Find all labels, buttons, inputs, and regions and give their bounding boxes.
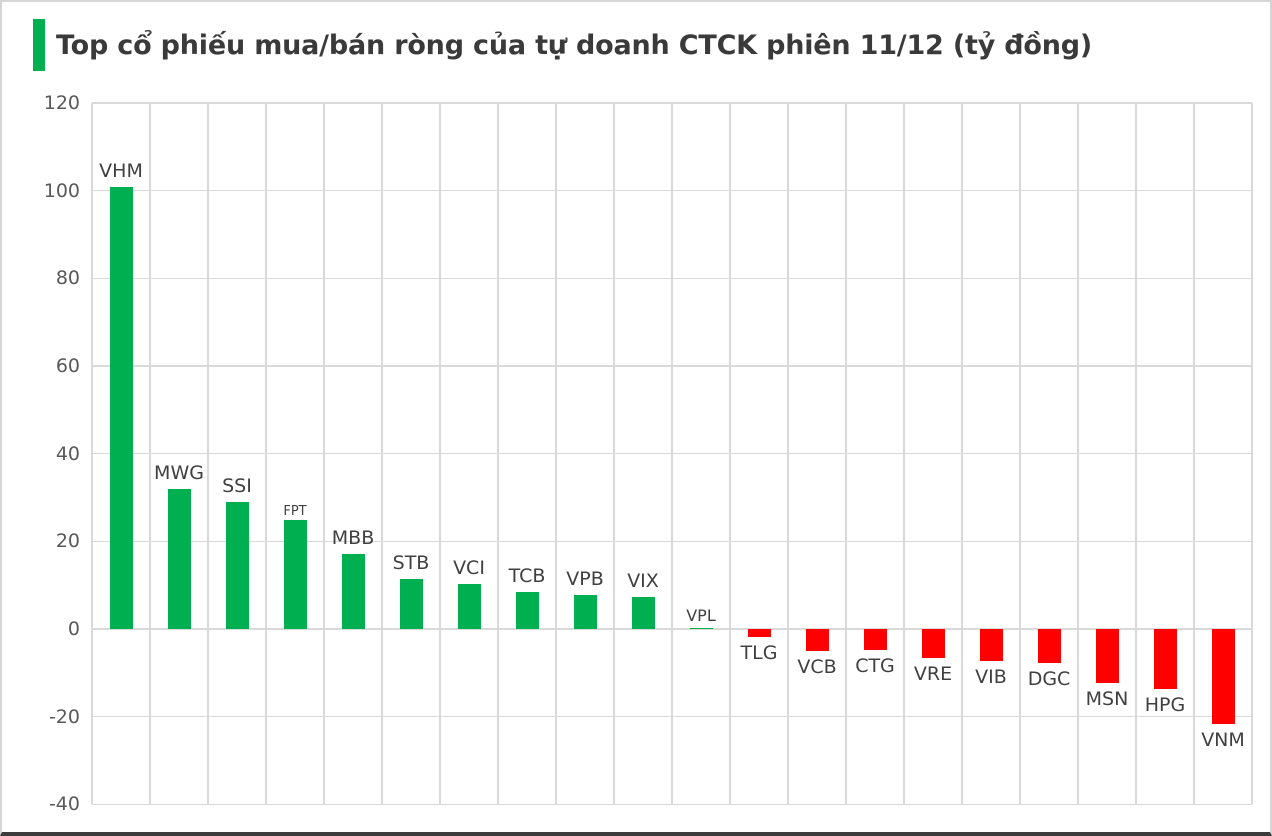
chart-title: Top cổ phiếu mua/bán ròng của tự doanh C… <box>56 29 1093 61</box>
bar-label-MWG: MWG <box>154 461 204 484</box>
bar-label-TLG: TLG <box>740 642 778 665</box>
gridline-v-17 <box>1077 103 1079 804</box>
chart-header: Top cổ phiếu mua/bán ròng của tự doanh C… <box>33 19 1092 71</box>
y-tick-label-120: 120 <box>43 92 80 115</box>
gridline-v-11 <box>729 103 731 804</box>
bar-label-TCB: TCB <box>508 565 546 588</box>
bar-VCI <box>457 583 481 629</box>
gridline-v-15 <box>961 103 963 804</box>
bar-label-DGC: DGC <box>1027 668 1071 691</box>
bar-label-VCB: VCB <box>797 655 837 678</box>
bar-TLG <box>747 629 771 638</box>
gridline-v-6 <box>439 103 441 804</box>
title-accent-bar <box>33 19 45 71</box>
bar-FPT <box>283 519 307 629</box>
bar-VIX <box>631 597 655 629</box>
bar-HPG <box>1153 629 1177 689</box>
bar-label-HPG: HPG <box>1144 693 1186 716</box>
bar-label-VRE: VRE <box>913 663 953 686</box>
bar-label-VPB: VPB <box>566 567 604 590</box>
bar-label-VHM: VHM <box>99 160 143 183</box>
bar-SSI <box>225 502 249 629</box>
gridline-v-16 <box>1019 103 1021 804</box>
y-tick-label--40: -40 <box>48 793 80 816</box>
y-tick-label-40: 40 <box>55 442 80 465</box>
gridline-v-19 <box>1193 103 1195 804</box>
bar-VPB <box>573 594 597 629</box>
bar-label-VIX: VIX <box>627 570 659 592</box>
bar-VNM <box>1211 629 1235 724</box>
gridline-v-12 <box>787 103 789 804</box>
gridline-v-5 <box>381 103 383 804</box>
bar-VHM <box>109 187 133 629</box>
bar-label-STB: STB <box>392 551 430 574</box>
gridline-v-3 <box>265 103 267 804</box>
gridline-v-20 <box>1251 103 1253 804</box>
y-tick-label-100: 100 <box>43 179 80 202</box>
bar-label-MBB: MBB <box>331 526 375 549</box>
bar-label-VIB: VIB <box>975 665 1007 688</box>
y-tick-label--20: -20 <box>48 705 80 728</box>
gridline-v-1 <box>149 103 151 804</box>
gridline-v-8 <box>555 103 557 804</box>
bar-MWG <box>167 488 191 629</box>
bar-label-FPT: FPT <box>283 503 307 519</box>
y-tick-label-60: 60 <box>55 355 80 378</box>
bar-MBB <box>341 553 365 629</box>
bar-VRE <box>921 629 945 659</box>
bar-label-CTG: CTG <box>855 655 895 678</box>
gridline-v-2 <box>207 103 209 804</box>
bar-MSN <box>1095 629 1119 684</box>
plot-area: 120 100 80 60 40 20 0 -20 -40 VHM MWG SSI FPT MBB STB V… <box>44 92 1253 815</box>
bar-label-VPL: VPL <box>686 606 716 625</box>
bar-label-VNM: VNM <box>1201 728 1245 751</box>
gridline-v-18 <box>1135 103 1137 804</box>
y-axis-line <box>91 103 93 804</box>
bar-TCB <box>515 592 539 629</box>
y-tick-label-20: 20 <box>55 530 80 553</box>
gridline-h--40 <box>92 803 1252 806</box>
gridline-v-13 <box>845 103 847 804</box>
bar-STB <box>399 578 423 629</box>
gridline-v-9 <box>613 103 615 804</box>
bar-VPL <box>689 628 713 629</box>
bar-label-MSN: MSN <box>1085 688 1129 711</box>
y-tick-label-80: 80 <box>55 267 80 290</box>
bar-CTG <box>863 629 887 651</box>
gridline-v-10 <box>671 103 673 804</box>
bar-VCB <box>805 629 829 651</box>
bar-label-VCI: VCI <box>453 556 485 579</box>
bar-label-SSI: SSI <box>222 475 252 498</box>
bar-VIB <box>979 629 1003 661</box>
gridline-v-4 <box>323 103 325 804</box>
y-tick-label-0: 0 <box>67 618 80 640</box>
bar-DGC <box>1037 629 1061 664</box>
gridline-v-14 <box>903 103 905 804</box>
gridline-v-7 <box>497 103 499 804</box>
